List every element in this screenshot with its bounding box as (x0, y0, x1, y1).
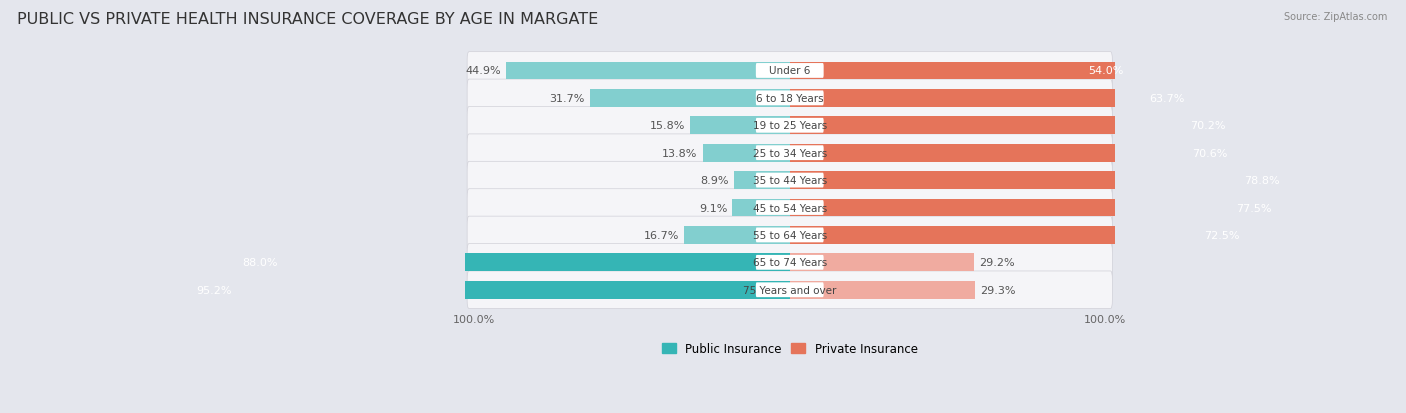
Bar (790, 90, 1192, 107)
Bar (188, 281, 790, 299)
FancyBboxPatch shape (467, 216, 1112, 254)
Text: 70.6%: 70.6% (1192, 148, 1227, 158)
FancyBboxPatch shape (467, 80, 1112, 117)
FancyBboxPatch shape (756, 201, 824, 216)
FancyBboxPatch shape (756, 64, 824, 78)
Bar (790, 172, 1288, 190)
Bar (703, 145, 790, 162)
FancyBboxPatch shape (756, 173, 824, 188)
Bar (734, 172, 790, 190)
Text: 45 to 54 Years: 45 to 54 Years (752, 203, 827, 213)
Bar (235, 254, 790, 272)
Text: 9.1%: 9.1% (699, 203, 727, 213)
Text: 25 to 34 Years: 25 to 34 Years (752, 148, 827, 158)
FancyBboxPatch shape (756, 255, 824, 270)
Text: 19 to 25 Years: 19 to 25 Years (752, 121, 827, 131)
Bar (790, 62, 1130, 80)
Text: 70.2%: 70.2% (1189, 121, 1226, 131)
Text: Source: ZipAtlas.com: Source: ZipAtlas.com (1284, 12, 1388, 22)
Bar (690, 117, 790, 135)
FancyBboxPatch shape (756, 282, 824, 297)
Bar (589, 90, 790, 107)
Text: 75 Years and over: 75 Years and over (742, 285, 837, 295)
Bar (790, 199, 1279, 217)
Bar (790, 117, 1233, 135)
Bar (790, 254, 974, 272)
Text: 55 to 64 Years: 55 to 64 Years (752, 230, 827, 240)
FancyBboxPatch shape (756, 119, 824, 133)
Text: 13.8%: 13.8% (662, 148, 697, 158)
FancyBboxPatch shape (467, 244, 1112, 281)
Text: 54.0%: 54.0% (1088, 66, 1123, 76)
FancyBboxPatch shape (467, 271, 1112, 309)
Bar (685, 226, 790, 244)
FancyBboxPatch shape (467, 107, 1112, 145)
Text: 78.8%: 78.8% (1244, 176, 1279, 186)
Bar (733, 199, 790, 217)
Text: 44.9%: 44.9% (465, 66, 501, 76)
Text: 16.7%: 16.7% (644, 230, 679, 240)
Bar (790, 281, 974, 299)
Text: 65 to 74 Years: 65 to 74 Years (752, 258, 827, 268)
FancyBboxPatch shape (756, 228, 824, 243)
Bar (506, 62, 790, 80)
Text: 8.9%: 8.9% (700, 176, 728, 186)
FancyBboxPatch shape (467, 189, 1112, 227)
Text: 6 to 18 Years: 6 to 18 Years (756, 94, 824, 104)
Text: 72.5%: 72.5% (1205, 230, 1240, 240)
Text: 95.2%: 95.2% (197, 285, 232, 295)
Bar (790, 226, 1247, 244)
Text: 63.7%: 63.7% (1149, 94, 1184, 104)
Text: 29.3%: 29.3% (980, 285, 1015, 295)
Legend: Public Insurance, Private Insurance: Public Insurance, Private Insurance (657, 337, 922, 360)
Text: 29.2%: 29.2% (979, 258, 1015, 268)
Text: 15.8%: 15.8% (650, 121, 685, 131)
FancyBboxPatch shape (756, 146, 824, 161)
Text: 77.5%: 77.5% (1236, 203, 1271, 213)
Text: 31.7%: 31.7% (550, 94, 585, 104)
Text: Under 6: Under 6 (769, 66, 810, 76)
FancyBboxPatch shape (467, 135, 1112, 172)
FancyBboxPatch shape (467, 52, 1112, 90)
Text: 35 to 44 Years: 35 to 44 Years (752, 176, 827, 186)
Bar (790, 145, 1236, 162)
Text: PUBLIC VS PRIVATE HEALTH INSURANCE COVERAGE BY AGE IN MARGATE: PUBLIC VS PRIVATE HEALTH INSURANCE COVER… (17, 12, 598, 27)
FancyBboxPatch shape (756, 91, 824, 106)
Text: 88.0%: 88.0% (242, 258, 277, 268)
FancyBboxPatch shape (467, 162, 1112, 199)
